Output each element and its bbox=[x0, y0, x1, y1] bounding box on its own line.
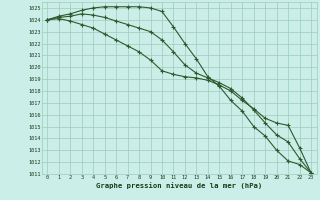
X-axis label: Graphe pression niveau de la mer (hPa): Graphe pression niveau de la mer (hPa) bbox=[96, 182, 262, 189]
